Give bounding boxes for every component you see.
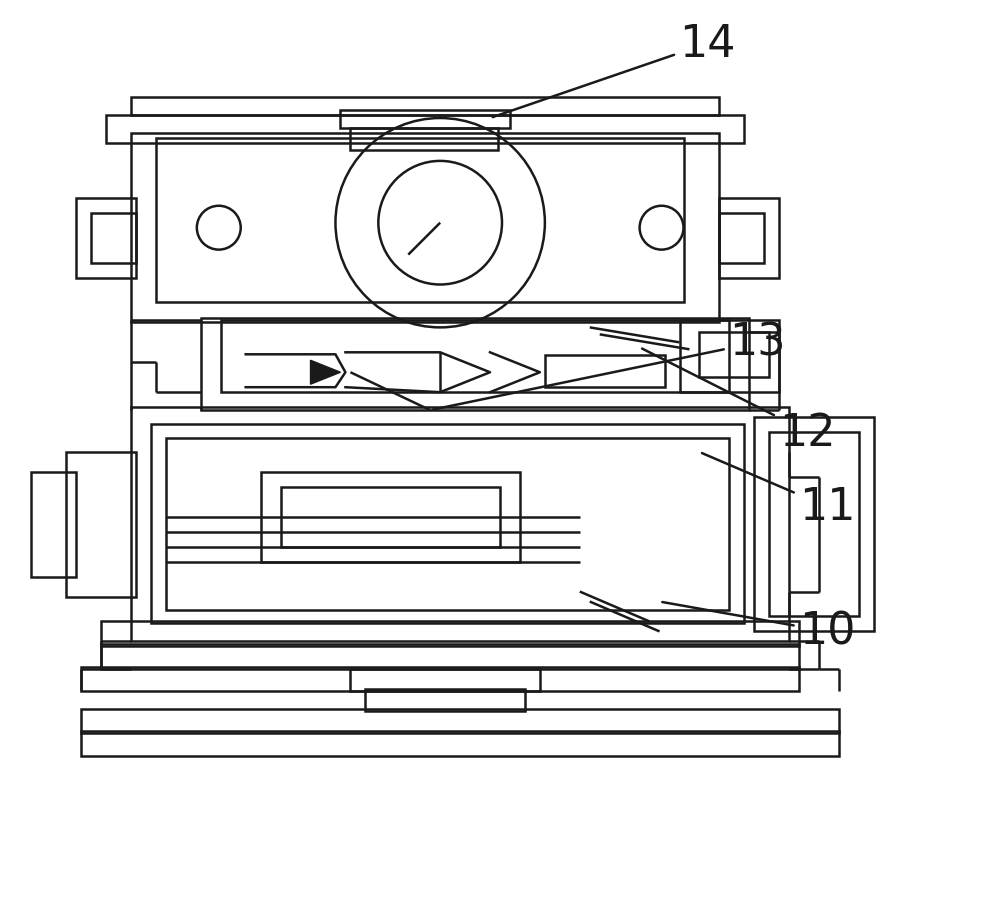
Bar bbox=[699, 333, 769, 378]
Bar bbox=[101, 645, 799, 669]
Bar bbox=[350, 129, 498, 151]
Text: 10: 10 bbox=[662, 603, 856, 653]
Bar bbox=[680, 321, 779, 392]
Bar bbox=[754, 418, 874, 631]
Text: 11: 11 bbox=[702, 454, 856, 529]
Bar bbox=[281, 487, 500, 548]
Bar bbox=[81, 667, 799, 692]
Bar bbox=[101, 621, 799, 647]
Bar bbox=[106, 115, 744, 143]
Bar bbox=[769, 433, 859, 617]
Bar bbox=[719, 214, 764, 263]
Bar bbox=[91, 214, 136, 263]
Bar bbox=[365, 689, 525, 712]
Bar bbox=[131, 98, 719, 115]
Bar bbox=[131, 408, 789, 641]
Bar bbox=[261, 473, 520, 562]
Bar bbox=[201, 319, 749, 410]
Bar bbox=[76, 198, 136, 278]
Bar bbox=[131, 133, 719, 323]
Text: 14: 14 bbox=[493, 23, 736, 118]
Text: 13: 13 bbox=[433, 321, 786, 410]
Bar bbox=[151, 425, 744, 624]
Bar bbox=[31, 473, 76, 577]
Text: 12: 12 bbox=[642, 349, 836, 454]
Bar bbox=[156, 139, 684, 303]
Bar bbox=[166, 438, 729, 610]
Polygon shape bbox=[311, 361, 340, 385]
Bar bbox=[350, 669, 540, 692]
Bar bbox=[221, 321, 729, 392]
Bar bbox=[66, 453, 136, 597]
Bar bbox=[719, 198, 779, 278]
Bar bbox=[545, 356, 665, 388]
Bar bbox=[81, 732, 839, 756]
Bar bbox=[340, 111, 510, 129]
Bar bbox=[81, 709, 839, 733]
